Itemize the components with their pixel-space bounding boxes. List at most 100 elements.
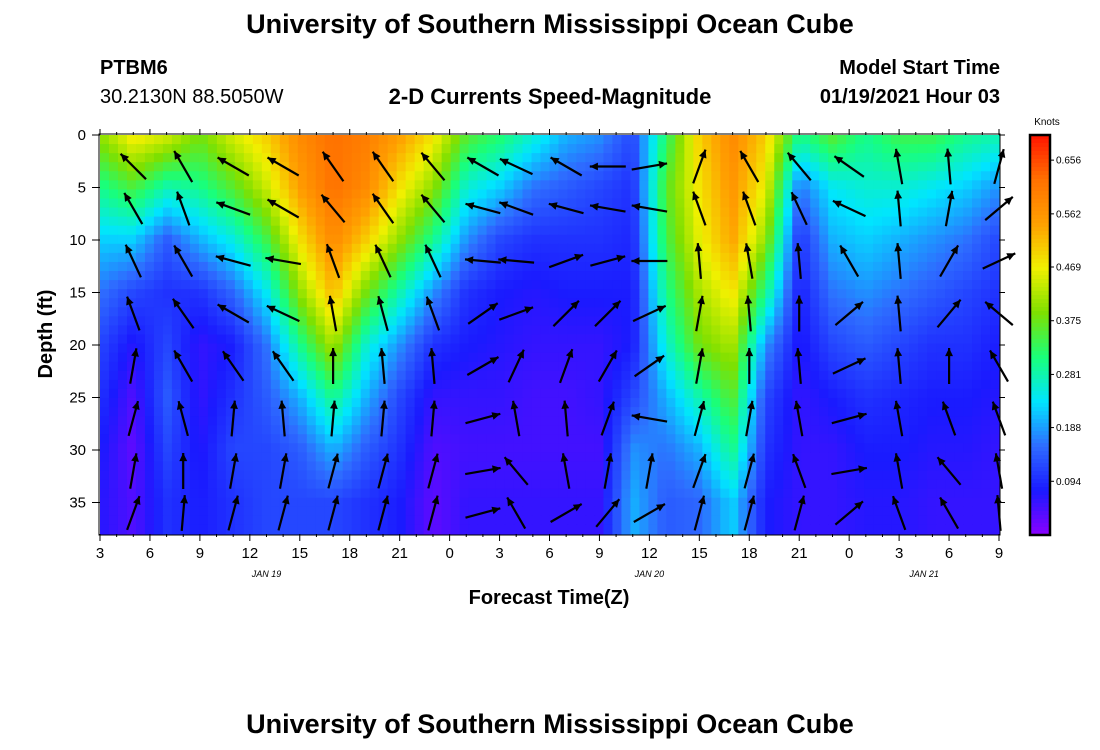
- heatmap-cell: [945, 153, 955, 163]
- heatmap-cell: [909, 252, 919, 263]
- heatmap-cell: [243, 234, 254, 245]
- heatmap-cell: [162, 488, 173, 499]
- heatmap-cell: [927, 162, 937, 172]
- heatmap-cell: [765, 207, 775, 218]
- heatmap-cell: [729, 289, 739, 299]
- current-vector: [693, 495, 706, 531]
- heatmap-cell: [873, 243, 883, 254]
- heatmap-cell: [495, 289, 506, 299]
- heatmap-cell: [405, 271, 416, 281]
- heatmap-cell: [774, 243, 784, 254]
- heatmap-cell: [252, 479, 263, 490]
- heatmap-cell: [729, 189, 739, 200]
- heatmap-cell: [522, 361, 533, 372]
- heatmap-cell: [468, 189, 479, 200]
- heatmap-cell: [621, 207, 632, 218]
- current-vector: [229, 453, 239, 489]
- heatmap-cell: [585, 198, 596, 209]
- heatmap-cell: [360, 497, 371, 508]
- heatmap-cell: [405, 515, 416, 526]
- heatmap-cell: [900, 470, 910, 481]
- heatmap-cell: [864, 515, 874, 526]
- heatmap-cell: [936, 234, 946, 245]
- heatmap-cell: [486, 443, 497, 453]
- heatmap-cell: [648, 361, 658, 372]
- heatmap-cell: [981, 325, 991, 336]
- heatmap-cell: [990, 397, 1000, 408]
- heatmap-cell: [558, 488, 569, 499]
- current-vector: [429, 400, 438, 437]
- heatmap-cell: [216, 397, 227, 408]
- heatmap-cell: [333, 515, 344, 526]
- heatmap-cell: [666, 280, 676, 290]
- heatmap-cell: [729, 162, 739, 172]
- heatmap-cell: [306, 280, 317, 290]
- heatmap-cell: [405, 316, 416, 327]
- heatmap-cell: [468, 506, 479, 517]
- heatmap-cell: [936, 352, 946, 363]
- heatmap-cell: [342, 388, 353, 399]
- heatmap-cell: [882, 497, 892, 508]
- colorbar-label: 0.375: [1056, 316, 1081, 327]
- heatmap-cell: [594, 470, 605, 481]
- heatmap-cell: [603, 198, 614, 209]
- colorbar-segment: [1030, 451, 1050, 456]
- heatmap-cell: [567, 388, 578, 399]
- heatmap-cell: [630, 407, 640, 417]
- heatmap-cell: [756, 452, 766, 463]
- current-vector: [894, 190, 903, 227]
- heatmap-cell: [153, 180, 164, 191]
- current-vector: [427, 453, 440, 489]
- current-vector: [327, 295, 338, 332]
- heatmap-cell: [711, 425, 721, 435]
- heatmap-cell: [540, 280, 551, 290]
- heatmap-cell: [432, 370, 443, 381]
- heatmap-cell: [900, 506, 910, 517]
- heatmap-cell: [567, 407, 578, 417]
- heatmap-cell: [846, 289, 856, 299]
- heatmap-cell: [396, 352, 407, 363]
- heatmap-cell: [252, 144, 263, 154]
- heatmap-cell: [459, 479, 470, 490]
- heatmap-cell: [927, 280, 937, 290]
- heatmap-cell: [306, 443, 317, 453]
- heatmap-cell: [792, 479, 802, 490]
- heatmap-cell: [675, 180, 685, 191]
- heatmap-cell: [504, 243, 515, 254]
- heatmap-cell: [819, 216, 829, 227]
- heatmap-cell: [783, 207, 793, 218]
- heatmap-cell: [387, 234, 398, 245]
- heatmap-cell: [981, 316, 991, 327]
- heatmap-cell: [882, 198, 892, 209]
- heatmap-cell: [630, 216, 640, 227]
- heatmap-cell: [945, 144, 955, 154]
- colorbar-segment: [1030, 335, 1050, 340]
- heatmap-cell: [162, 515, 173, 526]
- colorbar-segment: [1030, 283, 1050, 288]
- heatmap-cell: [675, 370, 685, 381]
- heatmap-cell: [630, 425, 640, 435]
- heatmap-cell: [522, 470, 533, 481]
- heatmap-cell: [585, 497, 596, 508]
- heatmap-cell: [900, 307, 910, 317]
- heatmap-cell: [522, 434, 533, 444]
- heatmap-cell: [108, 216, 119, 227]
- heatmap-cell: [522, 370, 533, 381]
- heatmap-cell: [450, 298, 461, 308]
- heatmap-cell: [720, 416, 730, 426]
- heatmap-cell: [747, 207, 757, 218]
- heatmap-cell: [315, 153, 326, 163]
- heatmap-cell: [891, 388, 901, 399]
- heatmap-cell: [513, 334, 524, 345]
- heatmap-cell: [441, 434, 452, 444]
- heatmap-cell: [315, 488, 326, 499]
- heatmap-cell: [297, 307, 308, 317]
- heatmap-cell: [297, 352, 308, 363]
- heatmap-cell: [207, 162, 218, 172]
- heatmap-cell: [171, 252, 182, 263]
- heatmap-cell: [630, 416, 640, 426]
- heatmap-cell: [468, 207, 479, 218]
- heatmap-cell: [531, 198, 542, 209]
- heatmap-cell: [756, 198, 766, 209]
- heatmap-cell: [504, 298, 515, 308]
